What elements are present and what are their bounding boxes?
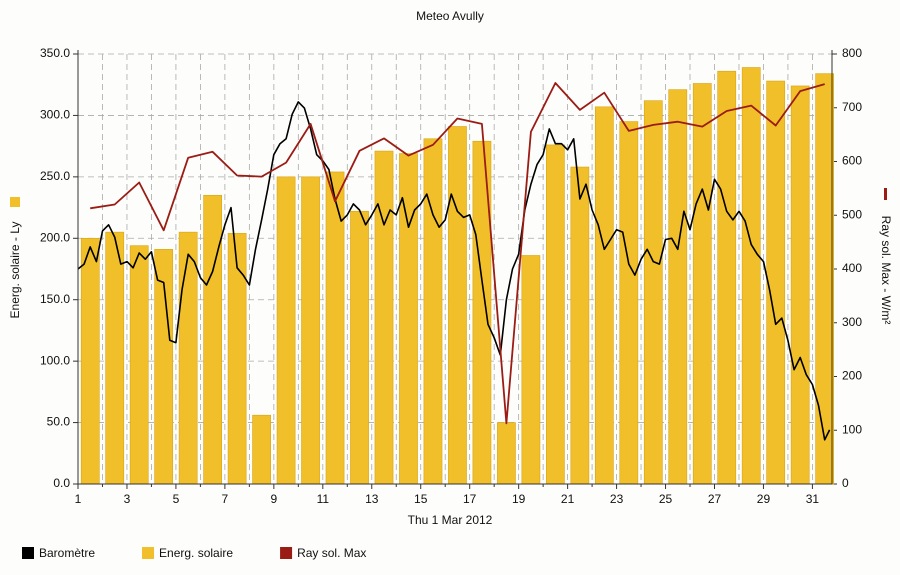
legend-swatch xyxy=(22,547,34,559)
y2-tick-label: 200 xyxy=(842,369,862,383)
legend-swatch xyxy=(280,547,293,559)
bar xyxy=(643,100,663,485)
x-tick-label: 21 xyxy=(561,492,575,506)
y2-axis-key xyxy=(884,188,887,200)
x-tick-label: 11 xyxy=(317,492,330,506)
y2-tick-label: 600 xyxy=(842,154,862,168)
legend-label: Energ. solaire xyxy=(159,546,233,560)
y2-tick-label: 500 xyxy=(842,207,862,221)
line-series xyxy=(77,101,831,441)
x-tick-label: 27 xyxy=(708,492,722,506)
y-tick-label: 200.0 xyxy=(40,230,70,244)
bar xyxy=(325,171,345,485)
x-tick-label: 15 xyxy=(414,492,428,506)
bar xyxy=(350,210,369,485)
x-tick-label: 5 xyxy=(173,492,180,506)
bar xyxy=(399,153,418,485)
legend-swatch xyxy=(142,547,155,559)
y-tick-label: 350.0 xyxy=(40,46,70,60)
bar xyxy=(594,106,614,485)
y2-tick-label: 700 xyxy=(842,100,862,114)
y2-tick-label: 400 xyxy=(842,261,862,275)
bar xyxy=(276,176,296,485)
x-tick-label: 19 xyxy=(512,492,526,506)
y-tick-label: 250.0 xyxy=(40,169,70,183)
bar xyxy=(668,89,688,485)
y2-tick-label: 800 xyxy=(842,46,862,60)
x-tick-label: 31 xyxy=(806,492,820,506)
y2-tick-label: 100 xyxy=(842,422,862,436)
x-tick-label: 23 xyxy=(610,492,624,506)
bar xyxy=(790,85,810,485)
bar xyxy=(717,70,737,485)
y-tick-label: 0.0 xyxy=(53,476,70,490)
y-tick-label: 300.0 xyxy=(40,108,70,122)
bar xyxy=(497,422,516,485)
x-tick-label: 1 xyxy=(75,492,82,506)
legend-label: Baromètre xyxy=(39,546,95,560)
x-tick-label: 17 xyxy=(463,492,477,506)
bar xyxy=(374,150,394,485)
line-series xyxy=(90,82,825,425)
x-tick-label: 13 xyxy=(365,492,379,506)
x-tick-label: 9 xyxy=(271,492,278,506)
bar xyxy=(766,80,786,485)
chart-title: Meteo Avully xyxy=(416,9,484,23)
bar xyxy=(815,73,835,485)
x-tick-label: 29 xyxy=(757,492,771,506)
x-tick-label: 3 xyxy=(124,492,131,506)
y2-axis-label: Ray sol. Max - W/m² xyxy=(879,216,893,325)
y2-tick-label: 0 xyxy=(842,476,849,490)
bar xyxy=(423,138,443,485)
x-tick-label: 7 xyxy=(222,492,229,506)
bar xyxy=(203,194,223,485)
bar xyxy=(692,83,712,485)
y-tick-label: 150.0 xyxy=(40,292,70,306)
bar xyxy=(521,255,541,485)
bar xyxy=(619,121,639,485)
bar xyxy=(80,237,100,485)
bar xyxy=(129,245,149,485)
bar xyxy=(301,176,320,485)
bar xyxy=(178,231,198,485)
bar xyxy=(105,231,125,485)
x-tick-label: 25 xyxy=(659,492,673,506)
y-tick-label: 100.0 xyxy=(40,353,70,367)
bar xyxy=(448,126,467,485)
bar xyxy=(546,144,565,485)
bar xyxy=(227,233,247,485)
y-axis-label: Energ. solaire - Ly xyxy=(8,222,22,319)
bar xyxy=(741,67,761,485)
legend-label: Ray sol. Max xyxy=(297,546,366,560)
y-tick-label: 50.0 xyxy=(47,415,71,429)
bar xyxy=(570,166,590,485)
bar xyxy=(252,414,271,485)
y2-tick-label: 300 xyxy=(842,315,862,329)
y-axis-key xyxy=(10,197,20,207)
x-axis-label: Thu 1 Mar 2012 xyxy=(408,513,493,527)
